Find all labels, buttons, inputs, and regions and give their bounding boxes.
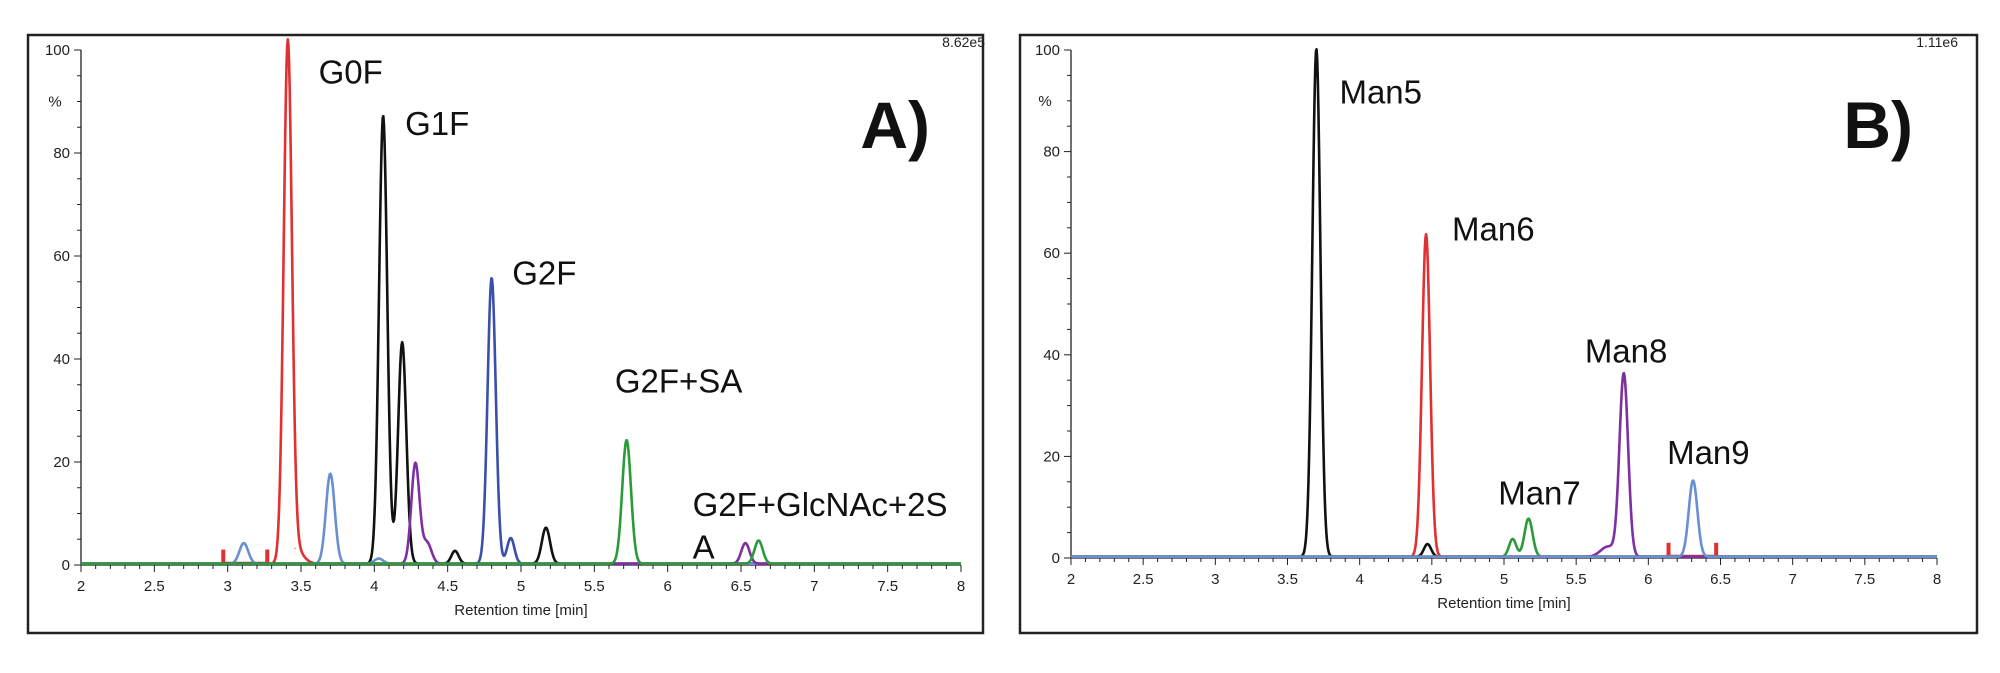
peak-point xyxy=(1527,518,1530,520)
x-tick-label: 6.5 xyxy=(731,578,752,595)
peak-point xyxy=(414,462,416,464)
x-tick-label: 5 xyxy=(517,578,525,595)
peak-annotation: A xyxy=(693,528,715,565)
peak-point xyxy=(378,557,380,560)
peak-point xyxy=(294,547,296,549)
x-tick-label: 2 xyxy=(77,578,85,595)
y-tick-label: 40 xyxy=(53,351,70,368)
peak-point xyxy=(626,439,628,441)
peak-point xyxy=(1315,48,1317,50)
x-tick-label: 8 xyxy=(957,578,965,595)
x-tick-label: 3 xyxy=(1211,571,1219,588)
x-tick-label: 3 xyxy=(223,578,231,595)
chart-panel-b: 0 20 40 60 80 100% 2 2.5 3 3.5 4 4.5 5 5.5 6 6.5 7 7.5 8 Re… xyxy=(1018,33,1979,635)
y-tick-label: 0 xyxy=(62,557,70,574)
peak-point xyxy=(1512,538,1514,540)
panel-label: B) xyxy=(1843,88,1913,162)
x-tick-label: 2 xyxy=(1067,571,1075,588)
x-tick-label: 7 xyxy=(810,578,818,595)
x-tick-label: 4 xyxy=(1355,571,1363,588)
x-axis-title: Retention time [min] xyxy=(454,602,587,619)
x-tick-label: 7.5 xyxy=(877,578,898,595)
peak-point xyxy=(243,542,245,544)
x-tick-label: 6.5 xyxy=(1710,571,1731,588)
y-tick-label: 60 xyxy=(1043,245,1060,262)
y-tick-label: 60 xyxy=(53,248,70,265)
y-tick-label: 20 xyxy=(53,454,70,471)
max-intensity-label: 8.62e5 xyxy=(942,34,985,50)
x-tick-label: 2.5 xyxy=(1133,571,1154,588)
y-tick-label: 80 xyxy=(53,145,70,162)
peak-point xyxy=(401,341,403,343)
x-tick-label: 5.5 xyxy=(1566,571,1587,588)
x-tick-label: 7 xyxy=(1788,571,1796,588)
x-tick-label: 7.5 xyxy=(1854,571,1875,588)
peak-annotation: G2F+SA xyxy=(615,362,742,399)
y-unit-label: % xyxy=(48,94,61,111)
peak-point xyxy=(1692,479,1694,482)
y-tick-label: 80 xyxy=(1043,144,1060,161)
y-tick-label: 0 xyxy=(1052,550,1060,567)
peak-annotation: Man5 xyxy=(1339,73,1422,110)
peak-point xyxy=(329,472,331,475)
y-tick-label: 100 xyxy=(1035,42,1060,59)
peak-point xyxy=(510,537,512,539)
peak-point xyxy=(1607,545,1609,548)
x-tick-label: 5.5 xyxy=(584,578,605,595)
peak-annotation: G2F+GlcNAc+2S xyxy=(693,486,948,523)
series-trace-4 xyxy=(1070,479,1938,559)
peak-annotation: G2F xyxy=(512,254,576,291)
peak-point xyxy=(758,539,760,542)
peak-point xyxy=(545,527,547,529)
y-tick-label: 20 xyxy=(1043,448,1060,465)
series-trace-5 xyxy=(80,438,962,566)
peak-annotation: Man9 xyxy=(1667,434,1750,471)
x-axis-title: Retention time [min] xyxy=(1437,595,1570,612)
x-tick-label: 6 xyxy=(1644,571,1652,588)
panel-frame xyxy=(26,33,985,635)
x-tick-label: 3.5 xyxy=(291,578,312,595)
peak-point xyxy=(1426,543,1429,545)
x-tick-label: 4.5 xyxy=(437,578,458,595)
x-tick-label: 4.5 xyxy=(1421,571,1442,588)
x-tick-label: 4 xyxy=(370,578,378,595)
panel-label: A) xyxy=(860,88,930,162)
peak-point xyxy=(1623,373,1625,375)
x-tick-label: 5 xyxy=(1500,571,1508,588)
peak-point xyxy=(744,542,747,544)
peak-point xyxy=(1425,233,1427,235)
panel-frame xyxy=(1018,33,1979,635)
y-unit-label: % xyxy=(1038,93,1051,110)
x-tick-label: 2.5 xyxy=(144,578,165,595)
chart-panel-a: 0 20 40 60 80 100% 2 2.5 3 3.5 4 4.5 5 5.5 6 6.5 7 7.5 8 Re… xyxy=(26,33,985,635)
y-tick-label: 40 xyxy=(1043,347,1060,364)
x-tick-label: 8 xyxy=(1933,571,1941,588)
max-intensity-label: 1.11e6 xyxy=(1916,34,1958,50)
peak-annotation: Man7 xyxy=(1498,475,1581,512)
x-tick-label: 6 xyxy=(663,578,671,595)
peak-point xyxy=(382,115,384,117)
peak-point xyxy=(287,48,289,50)
peak-annotation: G1F xyxy=(405,105,469,142)
peak-point xyxy=(426,542,428,544)
peak-annotation: G0F xyxy=(319,53,383,90)
y-tick-label: 100 xyxy=(45,42,70,59)
x-tick-label: 3.5 xyxy=(1277,571,1298,588)
peak-point xyxy=(454,550,456,552)
peak-annotation: Man6 xyxy=(1452,211,1535,248)
peak-annotation: Man8 xyxy=(1585,332,1668,369)
peak-point xyxy=(491,277,493,279)
